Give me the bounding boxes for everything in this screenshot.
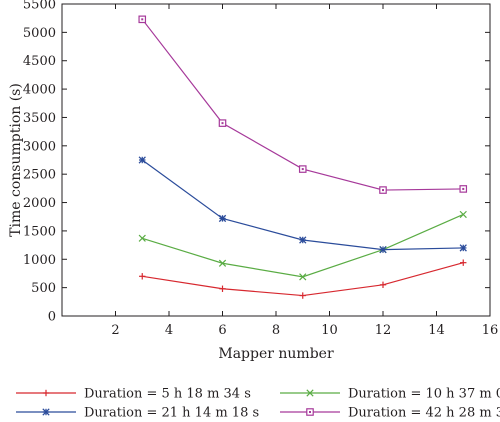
x-axis-title: Mapper number bbox=[218, 346, 334, 362]
x-axis-ticks: 2 4 6 8 10 12 14 16 bbox=[111, 4, 498, 338]
legend-item: Duration = 5 h 18 m 34 s bbox=[16, 387, 251, 402]
series-3 bbox=[138, 156, 467, 254]
legend-label: Duration = 5 h 18 m 34 s bbox=[84, 387, 251, 402]
data-point-plus bbox=[219, 285, 226, 292]
data-point-star bbox=[459, 244, 467, 252]
x-tick-label: 8 bbox=[272, 323, 280, 338]
data-point-plus bbox=[460, 259, 467, 266]
y-tick-label: 5500 bbox=[23, 0, 56, 13]
y-tick-label: 5000 bbox=[23, 26, 56, 41]
y-tick-label: 3000 bbox=[23, 139, 56, 154]
data-point-square bbox=[298, 165, 307, 173]
legend-label: Duration = 42 h 28 m 37 s bbox=[348, 406, 500, 421]
series-layer bbox=[138, 15, 468, 299]
data-point-star bbox=[379, 245, 387, 254]
x-tick-label: 16 bbox=[482, 323, 499, 338]
data-point-x bbox=[459, 210, 467, 219]
data-point-star bbox=[218, 214, 227, 223]
data-point-x bbox=[218, 259, 227, 267]
y-tick-label: 500 bbox=[31, 281, 56, 296]
data-point-square bbox=[306, 408, 314, 416]
y-tick-label: 3500 bbox=[23, 111, 56, 126]
data-point-star bbox=[299, 236, 307, 244]
x-tick-label: 14 bbox=[428, 323, 445, 338]
y-tick-label: 4000 bbox=[23, 83, 56, 98]
series-line bbox=[142, 262, 464, 297]
series-4 bbox=[138, 15, 468, 194]
data-point-star bbox=[42, 408, 50, 416]
x-tick-label: 2 bbox=[111, 323, 119, 338]
data-point-x bbox=[306, 389, 314, 397]
legend-label: Duration = 10 h 37 m 09 s bbox=[348, 387, 500, 402]
data-point-plus bbox=[379, 281, 387, 288]
series-line bbox=[142, 213, 464, 278]
data-point-square bbox=[459, 185, 468, 193]
data-point-square bbox=[379, 186, 387, 194]
y-axis-title: Time consumption (s) bbox=[8, 83, 24, 237]
y-tick-label: 0 bbox=[48, 310, 56, 325]
legend: Duration = 5 h 18 m 34 s Duration = 10 h … bbox=[16, 387, 500, 421]
series-line bbox=[141, 18, 464, 191]
data-point-plus bbox=[139, 273, 146, 280]
y-axis-ticks: 0 500 1000 1500 2000 2500 3000 3500 4000 4500 5000… bbox=[23, 0, 490, 325]
plot-frame bbox=[61, 3, 491, 317]
y-tick-label: 2500 bbox=[23, 168, 56, 183]
data-point-square bbox=[218, 119, 227, 127]
y-tick-label: 1500 bbox=[23, 224, 56, 239]
legend-item: Duration = 10 h 37 m 09 s bbox=[280, 387, 500, 402]
y-tick-label: 4500 bbox=[23, 54, 56, 69]
data-point-x bbox=[299, 273, 307, 281]
data-point-square bbox=[138, 15, 147, 24]
legend-item: Duration = 42 h 28 m 37 s bbox=[280, 406, 500, 421]
y-tick-label: 1000 bbox=[23, 253, 56, 268]
x-tick-label: 4 bbox=[165, 323, 173, 338]
legend-label: Duration = 21 h 14 m 18 s bbox=[84, 406, 259, 421]
x-tick-label: 12 bbox=[375, 323, 392, 338]
data-point-star bbox=[138, 156, 146, 164]
series-2 bbox=[138, 210, 467, 281]
legend-item: Duration = 21 h 14 m 18 s bbox=[16, 406, 259, 421]
data-point-plus bbox=[299, 292, 306, 299]
series-1 bbox=[139, 259, 467, 299]
data-point-plus bbox=[42, 389, 50, 397]
x-tick-label: 6 bbox=[218, 323, 226, 338]
plot-area bbox=[61, 3, 491, 317]
data-point-x bbox=[138, 234, 146, 242]
y-tick-label: 2000 bbox=[23, 196, 56, 211]
x-tick-label: 10 bbox=[321, 323, 338, 338]
